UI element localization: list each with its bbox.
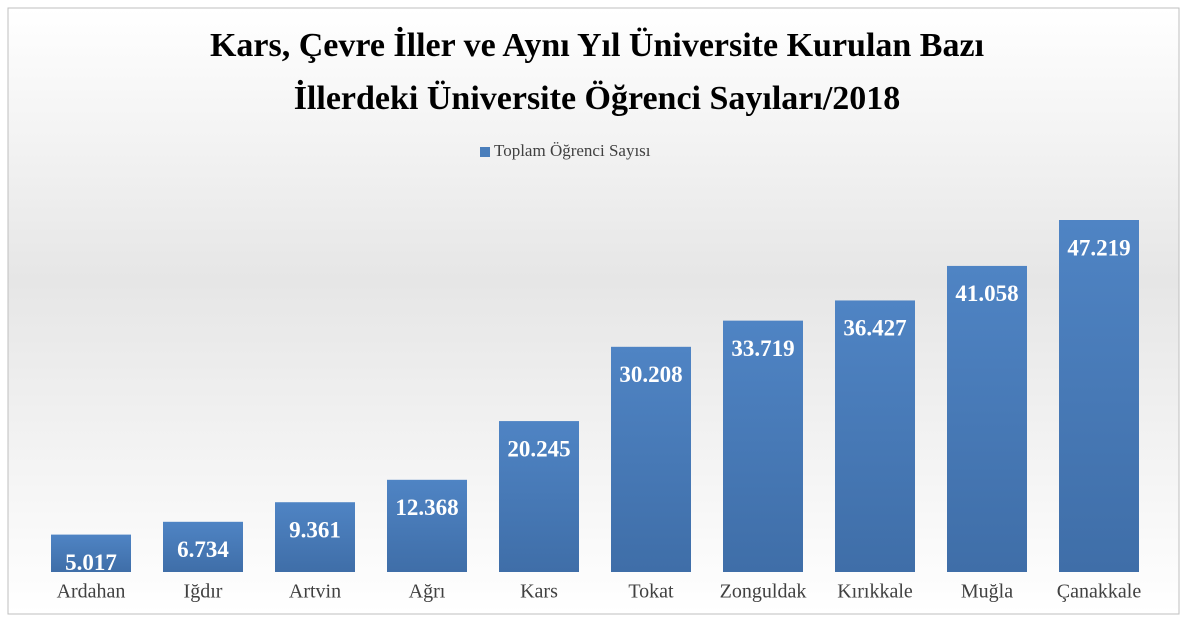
- bar: [835, 300, 915, 572]
- x-tick-label: Kars: [520, 581, 558, 603]
- value-label: 30.208: [619, 362, 682, 387]
- chart-title: Kars, Çevre İller ve Aynı Yıl Üniversite…: [210, 26, 984, 64]
- value-label: 6.734: [177, 537, 229, 562]
- x-tick-label: Ardahan: [57, 581, 126, 603]
- value-label: 33.719: [731, 336, 794, 361]
- chart-title: İllerdeki Üniversite Öğrenci Sayıları/20…: [294, 79, 901, 117]
- bar: [1059, 220, 1139, 572]
- bar: [723, 320, 803, 572]
- value-label: 41.058: [955, 281, 1018, 306]
- value-label: 20.245: [507, 436, 570, 461]
- bar: [499, 421, 579, 572]
- x-tick-label: Kırıkkale: [837, 581, 913, 603]
- bar: [387, 479, 467, 572]
- x-tick-label: Ağrı: [409, 581, 446, 603]
- legend-label: Toplam Öğrenci Sayısı: [494, 141, 651, 160]
- bar: [947, 265, 1027, 572]
- bar: [611, 346, 691, 572]
- x-tick-label: Çanakkale: [1057, 581, 1142, 603]
- x-tick-label: Zonguldak: [720, 581, 807, 603]
- x-tick-label: Artvin: [289, 581, 341, 603]
- value-label: 9.361: [289, 517, 341, 542]
- bar: [51, 534, 131, 572]
- value-label: 5.017: [65, 550, 117, 575]
- x-tick-label: Tokat: [628, 581, 674, 603]
- bar: [275, 502, 355, 572]
- value-label: 36.427: [843, 316, 906, 341]
- x-tick-label: Muğla: [961, 581, 1013, 603]
- bar: [163, 521, 243, 572]
- legend-swatch: [480, 147, 490, 157]
- value-label: 47.219: [1067, 235, 1130, 260]
- value-label: 12.368: [395, 495, 458, 520]
- x-tick-label: Iğdır: [184, 581, 223, 603]
